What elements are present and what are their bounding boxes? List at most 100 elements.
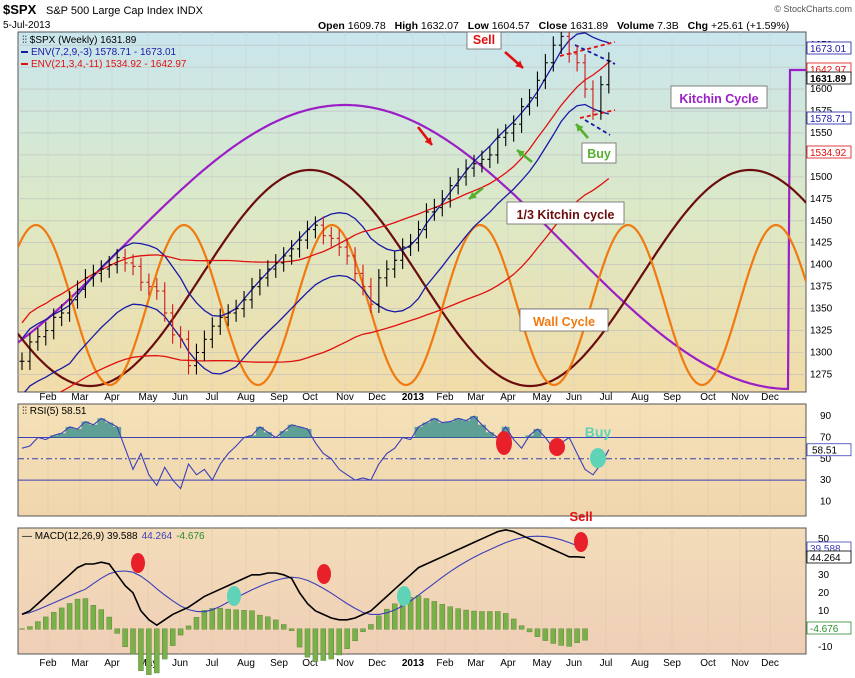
env-red-upper (21, 61, 610, 324)
macd-hist-bar (479, 611, 485, 630)
y-tick-label: 1600 (810, 84, 833, 95)
macd-hist-bar (376, 615, 382, 630)
macd-hist-bar (463, 609, 469, 630)
macd-buy-marker (227, 586, 241, 606)
x-tick-label: Oct (700, 658, 716, 669)
x-tick-label: Jul (206, 658, 219, 669)
env-blue-lower (23, 103, 609, 392)
price-tag-lower_blue: 1578.71 (810, 114, 847, 125)
macd-hist-bar (336, 628, 342, 656)
price-tag-box (806, 41, 852, 55)
x-tick-label: Oct (302, 658, 318, 669)
y-tick-label: 1375 (810, 282, 833, 293)
macd-hist-bar (352, 628, 358, 642)
macd-hist-bar (66, 603, 73, 630)
macd-hist-bar (114, 628, 120, 634)
x-tick-label: Dec (761, 658, 779, 669)
macd-hist-bar (193, 617, 200, 630)
third-kitchin-cycle-line (18, 168, 806, 388)
y-tick-label: 1475 (810, 194, 833, 205)
index-name: S&P 500 Large Cap Index INDX (46, 5, 204, 17)
rsi-overbought-fill (49, 416, 542, 438)
macd-tag-macd: 39.588 (810, 544, 841, 555)
macd-hist-bar (518, 625, 525, 630)
rsi-tick-label: 70 (820, 433, 832, 444)
x-tick-label: Jun (566, 392, 582, 403)
x-tick-label: Mar (71, 658, 89, 669)
x-tick-label: Mar (467, 658, 485, 669)
macd-hist-bar (574, 628, 580, 643)
y-tick-label: 1450 (810, 216, 833, 227)
macd-hist-bar (328, 628, 334, 660)
macd-hist-bar (122, 628, 128, 648)
macd-hist-bar (35, 621, 41, 630)
macd-hist-bar (209, 608, 216, 630)
x-tick-label: Jun (172, 392, 188, 403)
x-tick-label: Sep (663, 658, 681, 669)
price-tag-box (806, 111, 852, 125)
macd-hist-bar (169, 628, 176, 646)
rsi-tick-label: 50 (820, 454, 832, 465)
third-kitchin-label: 1/3 Kitchin cycle (517, 208, 615, 222)
macd-hist-bar (265, 616, 271, 630)
macd-hist-bar (534, 628, 541, 637)
macd-hist-bar (384, 608, 390, 630)
third-kitchin-label-box (506, 201, 625, 225)
macd-hist-bar (185, 625, 192, 630)
wall-cycle-label-box (519, 308, 609, 332)
watermark: © StockCharts.com (774, 4, 852, 14)
macd-hist-bar (360, 628, 366, 632)
macd-hist-bar (225, 608, 231, 630)
x-tick-label: Sep (663, 392, 681, 403)
macd-hist-bar (98, 609, 105, 630)
macd-hist-bar (495, 611, 501, 630)
x-tick-label: Apr (104, 658, 120, 669)
macd-hist-bar (550, 628, 557, 644)
x-tick-label: Jul (206, 392, 219, 403)
symbol-title: $SPX (3, 2, 37, 17)
x-tick-label: Feb (436, 392, 454, 403)
x-tick-label: Sep (270, 658, 288, 669)
macd-hist-bar (241, 610, 247, 630)
legend-rsi: ⫶⫶ RSI(5) 58.51 (22, 406, 87, 417)
price-tag-upper_red: 1642.97 (810, 65, 847, 76)
x-tick-label: Aug (631, 658, 649, 669)
projection-blue-lower (584, 119, 611, 136)
x-tick-label: Jun (172, 658, 188, 669)
macd-hist-bar (249, 610, 255, 630)
price-tag-close: 1631.89 (810, 74, 847, 85)
x-tick-label: Aug (237, 392, 255, 403)
rsi-buy-marker (590, 448, 606, 468)
x-tick-label: 2013 (402, 392, 425, 403)
kitchin-cycle-line (18, 68, 806, 391)
wall-cycle-line (18, 223, 806, 387)
x-tick-label: Jul (600, 392, 613, 403)
x-tick-label: Dec (368, 392, 386, 403)
macd-hist-bar (27, 626, 33, 630)
buy-label-box (581, 142, 617, 164)
macd-hist-bar (138, 628, 144, 672)
macd-hist-bar (154, 628, 160, 674)
macd-hist-bar (431, 601, 438, 630)
x-tick-label: Dec (761, 392, 779, 403)
x-tick-label: Nov (336, 658, 354, 669)
macd-hist-bar (280, 624, 287, 630)
sell-label: Sell (473, 33, 495, 47)
macd-hist-bar (542, 628, 549, 641)
macd-hist-bar (296, 628, 303, 648)
legend-price: ⫶⫶ $SPX (Weekly) 1631.89 (22, 35, 137, 46)
x-tick-label: May (533, 392, 552, 403)
sell-label-box (466, 31, 502, 50)
rsi-tick-label: 10 (820, 496, 832, 507)
macd-line (21, 528, 586, 627)
rsi-panel (17, 403, 807, 517)
rsi-tick-label: 30 (820, 475, 832, 486)
macd-hist-bar (304, 628, 311, 658)
rsi-tick-label: 90 (820, 411, 832, 422)
x-tick-label: Jul (600, 658, 613, 669)
macd-hist-bar (447, 606, 453, 630)
macd-hist-bar (471, 610, 477, 630)
macd-hist-bar (423, 598, 430, 630)
macd-hist-bar (82, 598, 89, 630)
